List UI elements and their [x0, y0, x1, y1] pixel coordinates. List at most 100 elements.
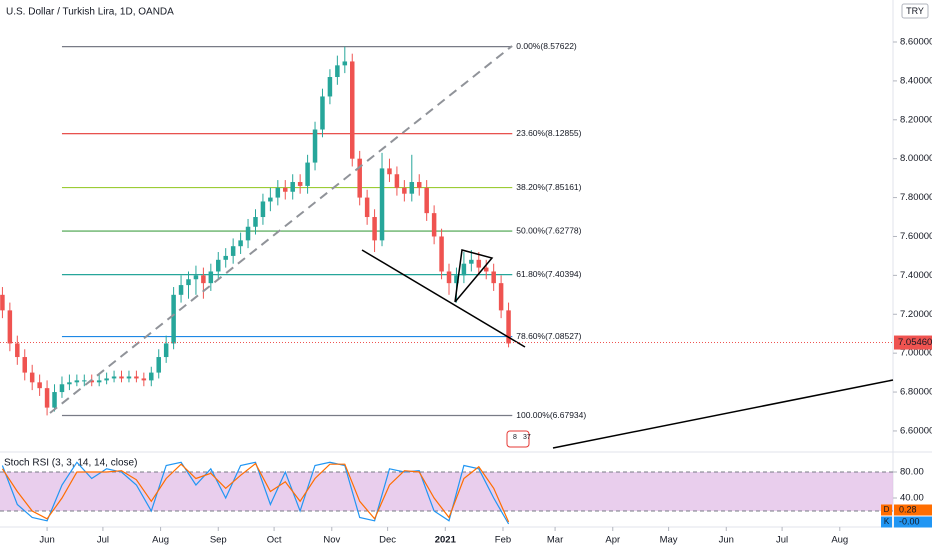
candle-body [201, 275, 206, 284]
fib-label: 23.60%(8.12855) [516, 128, 581, 138]
candle-body [44, 388, 50, 408]
candle-body [342, 61, 348, 66]
candle-body [149, 372, 154, 381]
candle-body [431, 213, 437, 237]
candle-body [461, 263, 467, 276]
candle-body [230, 246, 236, 256]
series-name: K [884, 517, 890, 526]
candle-body [52, 392, 57, 408]
series-value-box [894, 504, 932, 516]
candle-body [350, 61, 355, 159]
x-tick-label: Sep [210, 535, 227, 546]
candle-body [320, 96, 325, 130]
series-value-box [894, 516, 932, 528]
last-price-box [894, 335, 932, 350]
candle-body [312, 129, 318, 163]
candle-body [59, 384, 65, 393]
candle-body [134, 376, 139, 379]
x-tick-label: Jul [776, 535, 788, 546]
x-tick-label: Jun [719, 535, 734, 546]
rsi-line [1, 461, 510, 525]
candle-body [446, 271, 452, 284]
candle-body [141, 378, 147, 381]
candle-body [275, 187, 281, 198]
y-tick-label: 8.20000 [900, 114, 932, 125]
y-tick-label: 8.00000 [900, 153, 932, 164]
y-tick-label: 6.80000 [900, 387, 932, 398]
rsi-pane [0, 471, 893, 512]
last-price-label: 7.05460 [898, 337, 932, 348]
triangle-drawing [454, 249, 494, 303]
candle-body [290, 182, 295, 192]
currency[interactable]: TRY [906, 6, 924, 16]
event-count[interactable]: 37 [523, 434, 531, 441]
candle-body [186, 279, 191, 286]
candle-body [104, 378, 109, 381]
candle-body [483, 267, 489, 272]
candle-body [171, 294, 176, 344]
candle-body [22, 357, 27, 373]
rsi-line [1, 462, 510, 523]
x-tick-label: Nov [323, 535, 340, 546]
candle-body [260, 201, 266, 218]
candle-body [409, 182, 415, 194]
fib-label: 100.00%(6.67934) [516, 410, 586, 420]
candle-body [7, 310, 13, 344]
x-tick-label: Mar [547, 535, 563, 546]
x-tick-label: Dec [379, 535, 396, 546]
fib-label: 78.60%(7.08527) [516, 331, 581, 341]
trend-line [552, 379, 894, 449]
rsi-tick-label: 40.00 [900, 493, 924, 504]
x-tick-label: Feb [495, 535, 511, 546]
x-tick-label: May [660, 535, 678, 546]
candle-body [245, 226, 251, 241]
y-tick-label: 8.40000 [900, 75, 932, 86]
candle-body [96, 380, 102, 383]
candle-body [216, 259, 221, 272]
candle-body [238, 240, 243, 247]
x-tick-label: Jun [39, 535, 54, 546]
event-badge[interactable] [506, 430, 530, 448]
candle-body [156, 357, 161, 373]
candle-body [178, 285, 184, 295]
fib-label: 50.00%(7.62778) [516, 225, 581, 235]
candle-body [506, 310, 511, 344]
candle-body [364, 197, 370, 218]
fib-label: 0.00%(8.57622) [516, 41, 577, 51]
currency-box[interactable] [901, 3, 929, 19]
candle-body [402, 187, 407, 194]
candle-body [111, 376, 117, 379]
candle-body [253, 217, 258, 227]
candle-body [297, 182, 303, 186]
candle-body [223, 255, 228, 260]
series-tag [881, 504, 892, 516]
candle-body [416, 182, 422, 188]
candle-body [37, 382, 42, 389]
candle-body [283, 187, 288, 192]
candle-body [82, 380, 87, 382]
fib-label: 38.20%(7.85161) [516, 182, 581, 192]
y-tick-label: 6.60000 [900, 425, 932, 436]
candle-body [208, 271, 214, 284]
candle-body [335, 65, 340, 78]
candle-body [327, 77, 333, 97]
y-tick-label: 8.60000 [900, 37, 932, 48]
series-tag [881, 516, 892, 528]
candle-body [394, 174, 400, 188]
candle-body [305, 162, 310, 186]
chart-title: U.S. Dollar / Turkish Lira, 1D, OANDA [6, 7, 174, 18]
event-count[interactable]: 8 [513, 434, 517, 441]
candle-body [469, 259, 474, 264]
x-tick-label: Apr [605, 535, 620, 546]
candle-body [357, 158, 362, 198]
candle-body [67, 382, 72, 385]
candle-body [163, 343, 169, 358]
series-name: D [884, 505, 890, 514]
candle-body [29, 372, 35, 383]
candle-body [379, 168, 385, 241]
candle-body [74, 380, 80, 383]
x-tick-label: 2021 [435, 535, 457, 546]
candle-body [424, 187, 429, 214]
candle-body [476, 259, 482, 268]
